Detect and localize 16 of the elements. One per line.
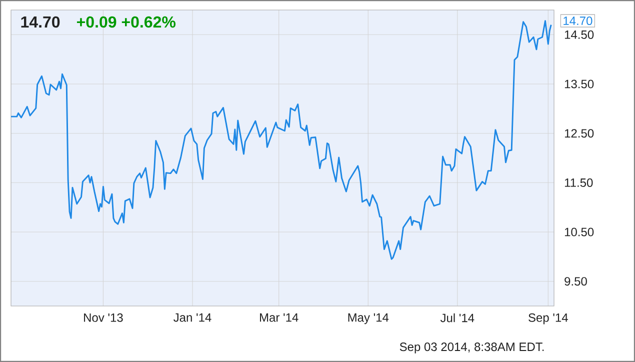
y-tick-label: 14.50: [564, 30, 594, 39]
y-tick-label: 10.50: [564, 228, 594, 236]
x-tick-label: Sep '14: [528, 313, 568, 324]
text: Sep 03 2014, 8:38AM EDT.: [400, 342, 544, 354]
chart-title: 14.70: [21, 16, 60, 28]
chart-subtitle: +0.09 +0.62%: [76, 16, 176, 28]
x-tick-label: May '14: [348, 313, 389, 324]
x-tick-label: Jan '14: [174, 313, 212, 322]
y-tick-label: 13.50: [564, 80, 594, 88]
x-tick-label: Jul '14: [440, 313, 474, 322]
annotation: 14.70: [564, 16, 592, 26]
y-tick-label: 9.50: [564, 277, 587, 286]
x-tick-label: Mar '14: [260, 313, 298, 322]
x-tick-label: Nov '13: [84, 313, 123, 322]
y-tick-label: 11.50: [564, 178, 593, 187]
y-tick-label: 12.50: [564, 129, 594, 138]
